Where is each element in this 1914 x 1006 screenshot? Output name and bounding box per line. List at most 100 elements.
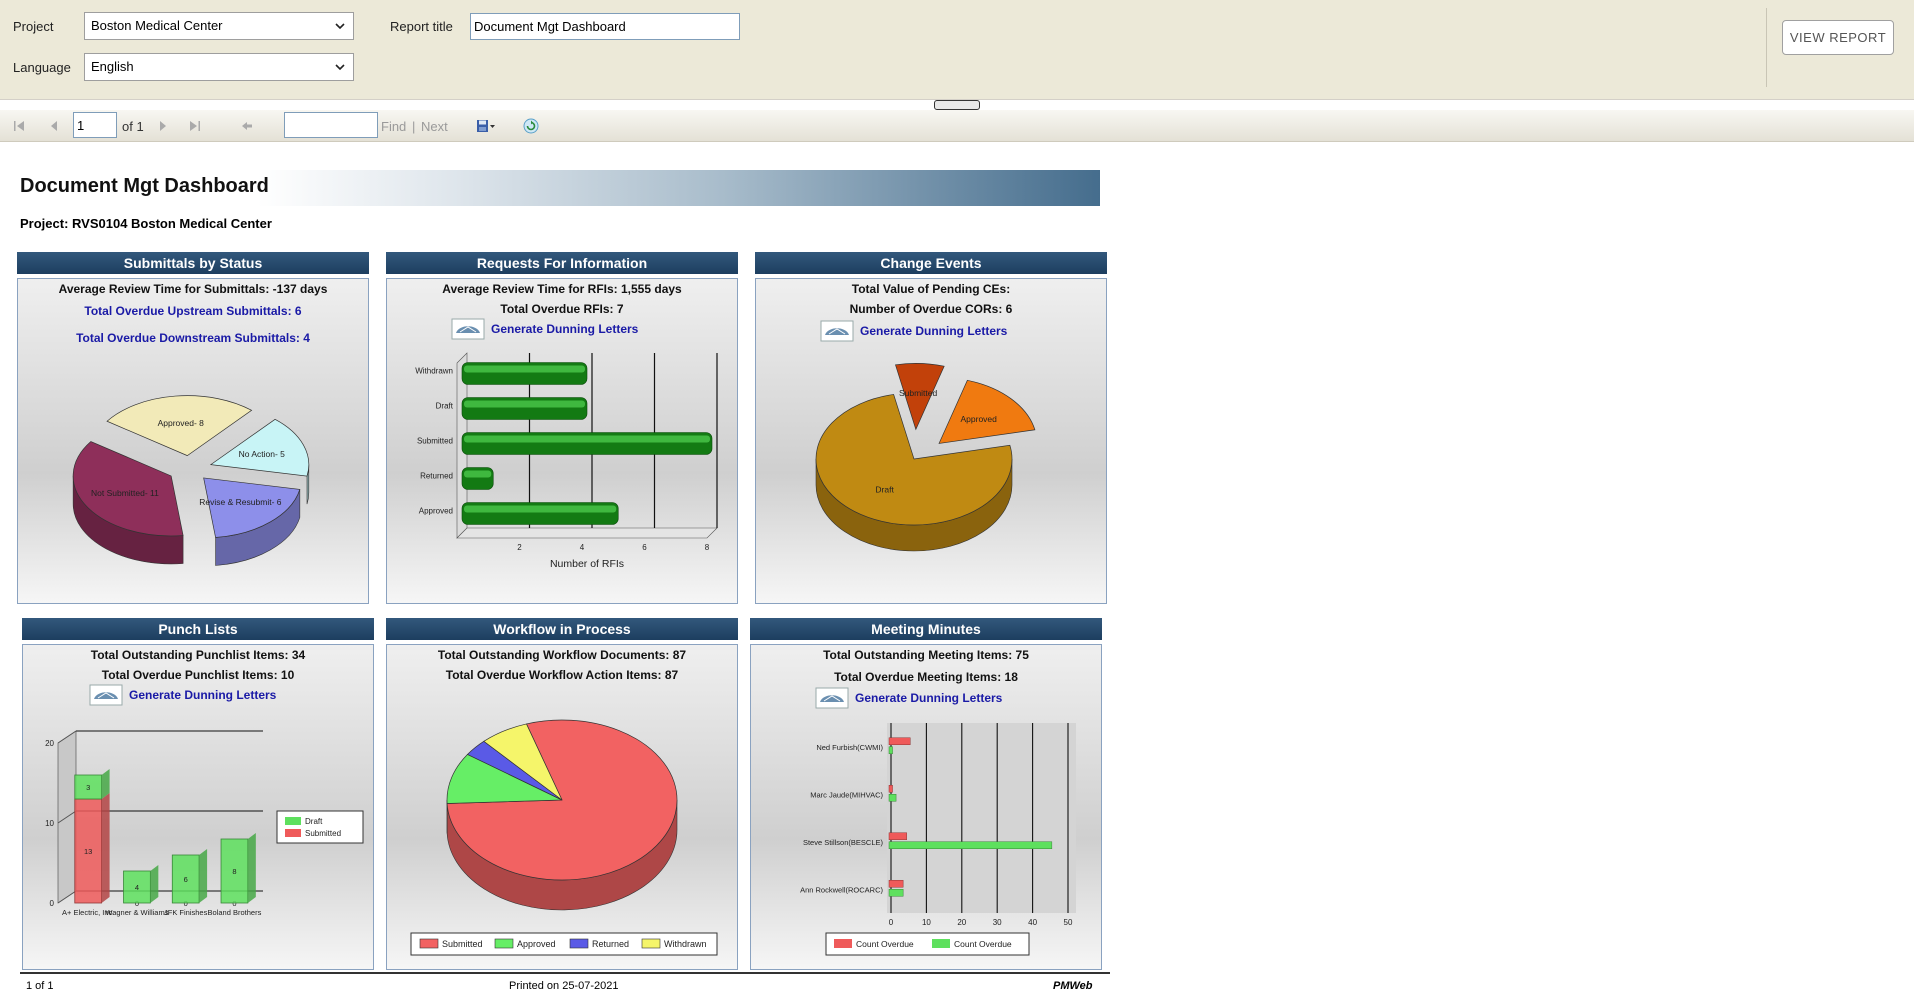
tick-label: 40 bbox=[1028, 918, 1037, 927]
letter-icon bbox=[820, 320, 854, 342]
divider bbox=[1766, 8, 1767, 87]
legend-label: Draft bbox=[305, 817, 323, 826]
chart-background bbox=[887, 723, 1076, 913]
bar bbox=[123, 870, 151, 904]
submittals-overdue-downstream-link[interactable]: Total Overdue Downstream Submittals: 4 bbox=[76, 331, 310, 345]
page-number-input[interactable]: 1 bbox=[73, 112, 117, 138]
first-page-icon[interactable] bbox=[12, 119, 26, 133]
data-label: 13 bbox=[84, 847, 92, 856]
refresh-icon[interactable] bbox=[523, 118, 539, 134]
footer-printed: Printed on 25-07-2021 bbox=[509, 980, 619, 992]
bar bbox=[171, 854, 200, 904]
language-select[interactable]: English bbox=[84, 53, 354, 81]
footer-page: 1 of 1 bbox=[26, 980, 54, 992]
change-dunning-link[interactable]: Generate Dunning Letters bbox=[820, 320, 1007, 342]
category-label: A+ Electric, Inc. bbox=[62, 908, 114, 917]
legend-swatch bbox=[834, 939, 852, 948]
tick-label: 0 bbox=[889, 918, 894, 927]
project-select[interactable]: Boston Medical Center bbox=[84, 12, 354, 40]
back-icon[interactable] bbox=[240, 119, 254, 133]
chevron-down-icon bbox=[335, 64, 345, 71]
bar-highlight bbox=[464, 365, 585, 373]
parameters-area: Project Boston Medical Center Language E… bbox=[0, 0, 1914, 100]
panel-body: Total Value of Pending CEs: Number of Ov… bbox=[755, 278, 1107, 604]
data-label: 4 bbox=[135, 883, 139, 892]
legend-swatch bbox=[285, 817, 301, 825]
tick-label: 8 bbox=[705, 543, 710, 552]
export-save-icon[interactable] bbox=[476, 119, 496, 133]
bar-side bbox=[101, 769, 110, 799]
report-canvas: Document Mgt Dashboard Project: RVS0104 … bbox=[0, 142, 1914, 1006]
data-label: 8 bbox=[232, 867, 236, 876]
view-report-button[interactable]: VIEW REPORT bbox=[1782, 20, 1894, 55]
find-link[interactable]: Find bbox=[381, 119, 407, 134]
previous-page-icon[interactable] bbox=[47, 119, 61, 133]
panel-title: Submittals by Status bbox=[17, 252, 369, 274]
pie-slice bbox=[446, 753, 563, 804]
change-pending-value: Total Value of Pending CEs: bbox=[851, 282, 1011, 296]
bar-highlight bbox=[464, 400, 585, 408]
letter-icon bbox=[89, 684, 123, 706]
bar bbox=[888, 785, 893, 793]
next-page-icon[interactable] bbox=[156, 119, 170, 133]
category-label: Approved bbox=[419, 507, 453, 516]
punch-lists-bar-chart: 0 10 20 13 3 A+ Electric, Inc. 0 4 Wagner & Will… bbox=[45, 730, 364, 917]
punch-overdue: Total Overdue Punchlist Items: 10 bbox=[101, 668, 295, 682]
find-input[interactable] bbox=[284, 112, 378, 138]
bar bbox=[888, 880, 904, 888]
pie-slice-label: Not Submitted- 11 bbox=[91, 488, 159, 498]
pie-slice-label: Revise & Resubmit- 6 bbox=[199, 497, 281, 507]
bar bbox=[74, 798, 102, 904]
tick-label: 20 bbox=[45, 739, 54, 748]
next-link[interactable]: Next bbox=[421, 119, 448, 134]
category-label: Ann Rockwell(ROCARC) bbox=[800, 885, 883, 894]
rfi-dunning-link[interactable]: Generate Dunning Letters bbox=[451, 318, 638, 340]
report-title-label: Report title bbox=[390, 19, 453, 34]
pie-slice-label: Approved bbox=[961, 414, 998, 424]
category-label: Steve Stillson(BESCLE) bbox=[803, 838, 884, 847]
category-label: Submitted bbox=[417, 437, 453, 446]
meeting-outstanding: Total Outstanding Meeting Items: 75 bbox=[823, 648, 1029, 662]
data-label: 6 bbox=[184, 875, 188, 884]
pie-slice bbox=[815, 394, 1013, 526]
axis-label: Number of RFIs bbox=[550, 558, 624, 570]
legend-label: Withdrawn bbox=[664, 939, 707, 949]
rfi-overdue: Total Overdue RFIs: 7 bbox=[500, 302, 624, 316]
panel-title: Punch Lists bbox=[22, 618, 374, 640]
legend-label: Approved bbox=[517, 939, 556, 949]
last-page-icon[interactable] bbox=[188, 119, 202, 133]
dunning-label: Generate Dunning Letters bbox=[129, 688, 277, 702]
legend-swatch bbox=[494, 938, 514, 949]
bar-side bbox=[199, 849, 208, 903]
punch-dunning-link[interactable]: Generate Dunning Letters bbox=[89, 684, 276, 706]
parameters-collapse-handle[interactable] bbox=[934, 100, 980, 110]
category-label: Boland Brothers bbox=[208, 908, 262, 917]
legend-label: Submitted bbox=[442, 939, 483, 949]
workflow-overdue: Total Overdue Workflow Action Items: 87 bbox=[445, 668, 679, 682]
language-select-value: English bbox=[91, 59, 134, 74]
tick-label: 6 bbox=[642, 543, 647, 552]
footer-brand: PMWeb bbox=[1053, 980, 1093, 992]
pie-slice bbox=[895, 363, 945, 431]
panel-title: Change Events bbox=[755, 252, 1107, 274]
panel-body: Total Outstanding Meeting Items: 75 Tota… bbox=[750, 644, 1102, 970]
category-label: Withdrawn bbox=[415, 367, 453, 376]
submittals-overdue-upstream-link[interactable]: Total Overdue Upstream Submittals: 6 bbox=[84, 304, 302, 318]
workflow-pie-chart: Submitted Approved Returned Withdrawn bbox=[410, 719, 718, 956]
pie-slice-label: Submitted bbox=[899, 388, 938, 398]
panel-body: Total Outstanding Punchlist Items: 34 To… bbox=[22, 644, 374, 970]
report-title-input[interactable]: Document Mgt Dashboard bbox=[470, 13, 740, 40]
dunning-label: Generate Dunning Letters bbox=[860, 324, 1008, 338]
pie-slice bbox=[203, 477, 301, 538]
bar bbox=[888, 746, 893, 754]
bar bbox=[220, 838, 249, 904]
legend-label: Submitted bbox=[305, 829, 341, 838]
rfi-panel: Requests For Information Average Review … bbox=[386, 252, 738, 604]
meeting-dunning-link[interactable]: Generate Dunning Letters bbox=[815, 687, 1002, 709]
report-toolbar: 1 of 1 Find | Next bbox=[0, 110, 1914, 142]
meeting-overdue: Total Overdue Meeting Items: 18 bbox=[834, 670, 1018, 684]
tick-label: 10 bbox=[45, 819, 54, 828]
pie-slice bbox=[938, 379, 1036, 444]
category-label: JFK Finishes bbox=[164, 908, 208, 917]
legend-box bbox=[825, 932, 1030, 956]
